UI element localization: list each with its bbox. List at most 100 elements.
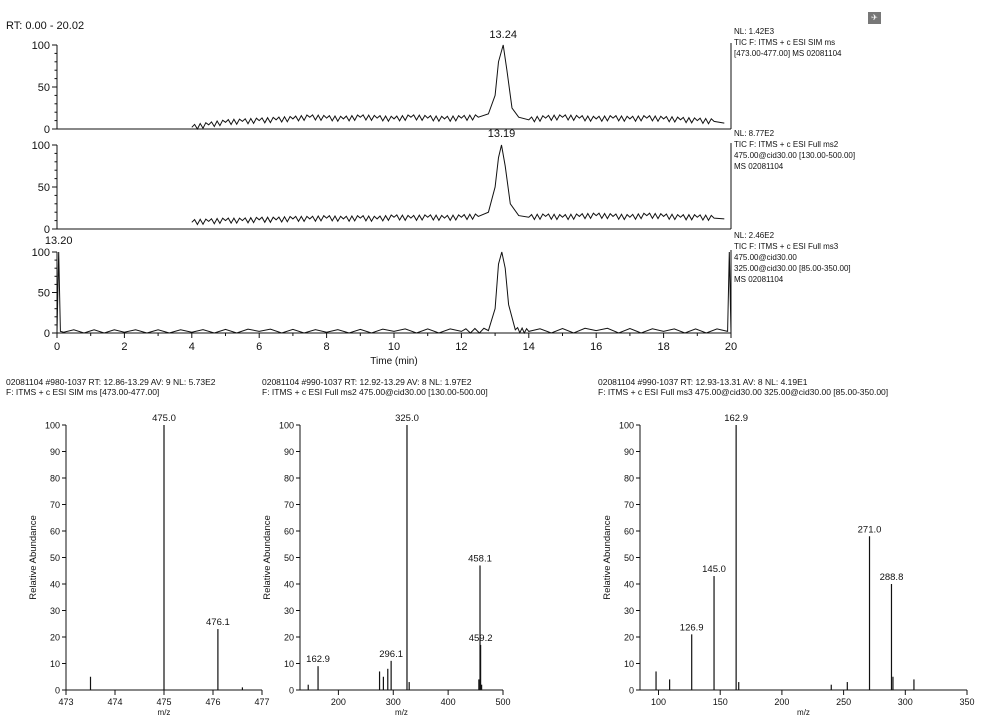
- spectrum1-ytick-label: 40: [50, 580, 60, 590]
- spectrum3-ytick-label: 100: [619, 421, 634, 431]
- spectrum2-xtick-label: 500: [495, 697, 510, 707]
- spectrum3-ytick-label: 40: [624, 580, 634, 590]
- spectrum1-ytick-label: 60: [50, 527, 60, 537]
- chrom1-peak-label: 13.24: [489, 29, 517, 41]
- chrom2-trace: [191, 144, 725, 226]
- spectrum3-ytick-label: 80: [624, 474, 634, 484]
- chrom3-xtick-label: 18: [657, 341, 669, 353]
- spectrum1-peak-label: 476.1: [206, 617, 230, 628]
- chrom3-info-line: NL: 2.46E2: [734, 231, 775, 240]
- spectrum2-xtick-label: 400: [441, 697, 456, 707]
- spectrum3-header-line: F: ITMS + c ESI Full ms3 475.00@cid30.00…: [598, 387, 888, 397]
- spectrum2-peak-label: 459.2: [469, 633, 493, 644]
- spectrum2-xtick-label: 200: [331, 697, 346, 707]
- spectrum3-xtick-label: 200: [774, 697, 789, 707]
- spectrum3-xlabel: m/z: [797, 708, 810, 717]
- chrom3-xtick-label: 6: [256, 341, 262, 353]
- spectrum3-xtick-label: 250: [836, 697, 851, 707]
- spectrum1-ytick-label: 80: [50, 474, 60, 484]
- spectrum1-ytick-label: 90: [50, 447, 60, 457]
- spectrum2-ytick-label: 10: [284, 659, 294, 669]
- chrom3-xtick-label: 10: [388, 341, 400, 353]
- spectrum1-header-line: 02081104 #980-1037 RT: 12.86-13.29 AV: 9…: [6, 377, 216, 387]
- chrom3-xtick-label: 12: [455, 341, 467, 353]
- spectrum2-xtick-label: 300: [386, 697, 401, 707]
- chrom2-ytick-label: 50: [38, 182, 50, 194]
- chrom1-trace: [191, 44, 725, 131]
- chrom3-peak-label: 13.20: [45, 235, 73, 247]
- spectrum1-ytick-label: 100: [45, 421, 60, 431]
- spectrum2-ytick-label: 60: [284, 527, 294, 537]
- spectrum1-xtick-label: 477: [254, 697, 269, 707]
- chrom3-ytick-label: 0: [44, 328, 50, 340]
- spectrum1-xtick-label: 474: [107, 697, 122, 707]
- chrom3-xtick-label: 4: [189, 341, 195, 353]
- chrom2-ytick-label: 0: [44, 224, 50, 236]
- chrom2-info-line: TIC F: ITMS + c ESI Full ms2: [734, 140, 839, 149]
- spectrum3-ytick-label: 20: [624, 633, 634, 643]
- spectrum2-ytick-label: 70: [284, 500, 294, 510]
- chrom3-info-line: MS 02081104: [734, 275, 784, 284]
- spectrum3-ytick-label: 90: [624, 447, 634, 457]
- spectrum1-ytick-label: 10: [50, 659, 60, 669]
- spectrum3-ytick-label: 10: [624, 659, 634, 669]
- spectrum3-peak-label: 288.8: [880, 572, 904, 583]
- chrom3-info-line: TIC F: ITMS + c ESI Full ms3: [734, 242, 839, 251]
- spectrum1-ytick-label: 30: [50, 606, 60, 616]
- spectrum1-xtick-label: 475: [156, 697, 171, 707]
- chrom3-ytick-label: 100: [32, 247, 50, 259]
- chrom1-info-line: [473.00-477.00] MS 02081104: [734, 49, 842, 58]
- chrom2-info-line: MS 02081104: [734, 162, 784, 171]
- chrom1-ytick-label: 100: [32, 40, 50, 52]
- spectrum3-ytick-label: 30: [624, 606, 634, 616]
- spectrum2-peak-label: 296.1: [379, 649, 403, 660]
- spectrum1-xtick-label: 473: [58, 697, 73, 707]
- chrom3-info-line: 475.00@cid30.00: [734, 253, 797, 262]
- spectrum2-peak-label: 162.9: [306, 654, 330, 665]
- spectrum1-ytick-label: 70: [50, 500, 60, 510]
- chrom2-info-line: NL: 8.77E2: [734, 129, 775, 138]
- spectrum1-ytick-label: 50: [50, 553, 60, 563]
- chrom1-ytick-label: 0: [44, 124, 50, 136]
- spectrum2-peak-label: 458.1: [468, 553, 492, 564]
- spectrum3-xtick-label: 150: [713, 697, 728, 707]
- chrom3-xtick-label: 20: [725, 341, 737, 353]
- spectrum3-peak-label: 126.9: [680, 622, 704, 633]
- spectrum1-header-line: F: ITMS + c ESI SIM ms [473.00-477.00]: [6, 387, 159, 397]
- spectrum3-peak-label: 145.0: [702, 564, 726, 575]
- spectrum2-ytick-label: 20: [284, 633, 294, 643]
- spectrum2-header-line: F: ITMS + c ESI Full ms2 475.00@cid30.00…: [262, 387, 488, 397]
- spectrum2-xlabel: m/z: [395, 708, 408, 717]
- spectrum1-ylabel: Relative Abundance: [28, 515, 39, 600]
- spectrum1-peak-label: 475.0: [152, 413, 176, 424]
- chrom2-peak-label: 13.19: [488, 128, 516, 140]
- spectrum3-ytick-label: 50: [624, 553, 634, 563]
- spectrum3-peak-label: 271.0: [858, 524, 882, 535]
- spectrum2-header-line: 02081104 #990-1037 RT: 12.92-13.29 AV: 8…: [262, 377, 472, 387]
- spectrum1-xtick-label: 476: [205, 697, 220, 707]
- chrom1-ytick-label: 50: [38, 82, 50, 94]
- spectrum3-xtick-label: 300: [898, 697, 913, 707]
- chrom1-info-line: NL: 1.42E3: [734, 27, 775, 36]
- spectrum3-header-line: 02081104 #990-1037 RT: 12.93-13.31 AV: 8…: [598, 377, 808, 387]
- spectrum3-ytick-label: 60: [624, 527, 634, 537]
- spectrum3-peak-label: 162.9: [724, 413, 748, 424]
- spectrum1-ytick-label: 0: [55, 686, 60, 696]
- spectrum2-ytick-label: 90: [284, 447, 294, 457]
- spectrum2-ytick-label: 80: [284, 474, 294, 484]
- chrom2-info-line: 475.00@cid30.00 [130.00-500.00]: [734, 151, 855, 160]
- chrom3-xtick-label: 2: [121, 341, 127, 353]
- chrom3-xtick-label: 16: [590, 341, 602, 353]
- chrom-xlabel: Time (min): [370, 356, 417, 367]
- spectrum3-ytick-label: 0: [629, 686, 634, 696]
- spectrum2-peak-label: 325.0: [395, 413, 419, 424]
- spectrum2-ytick-label: 0: [289, 686, 294, 696]
- chromatogram-flag-icon[interactable]: ✈: [868, 12, 881, 24]
- spectrum2-ytick-label: 100: [279, 421, 294, 431]
- spectrum3-ytick-label: 70: [624, 500, 634, 510]
- chrom3-info-line: 325.00@cid30.00 [85.00-350.00]: [734, 264, 851, 273]
- spectrum3-xtick-label: 350: [959, 697, 974, 707]
- rt-range-label: RT: 0.00 - 20.02: [6, 20, 85, 32]
- chrom2-ytick-label: 100: [32, 140, 50, 152]
